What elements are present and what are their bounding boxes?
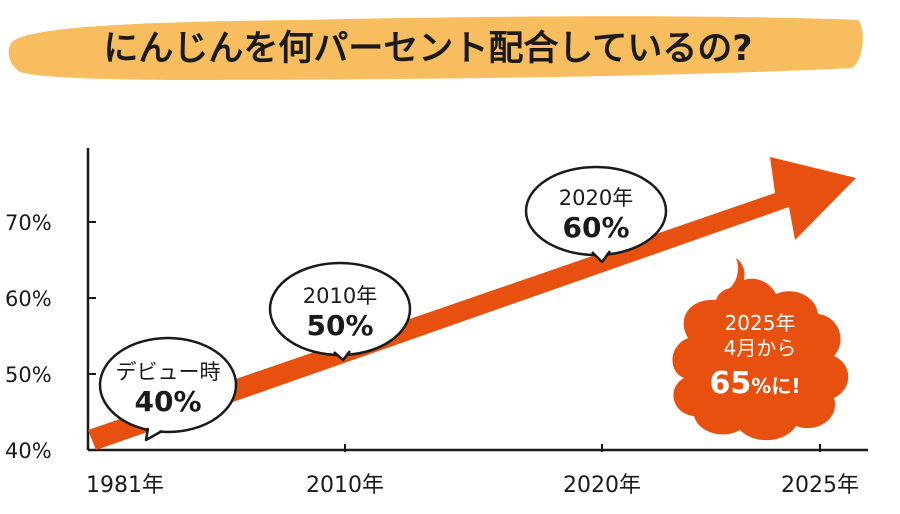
callout-line2: 4月から: [724, 336, 797, 360]
y-tick-label: 40%: [5, 439, 52, 463]
x-tick-label: 1981年: [86, 473, 164, 498]
bubble-shape: [98, 336, 238, 434]
bubble-value: 40%: [134, 385, 201, 418]
callout-2025: 2025年 4月から 65%に!: [672, 258, 849, 441]
y-tick-label: 60%: [5, 287, 52, 311]
y-tick-label: 70%: [5, 211, 52, 235]
callout-unit: %に!: [751, 374, 800, 398]
x-tick-label: 2025年: [781, 473, 859, 498]
callout-cloud: [672, 258, 849, 441]
bubble-value: 50%: [306, 309, 373, 342]
bubble-tail: [144, 427, 163, 442]
x-tick-label: 2010年: [306, 473, 384, 498]
chart-title: にんじんを何パーセント配合しているの?: [103, 29, 752, 69]
bubble-value: 60%: [562, 211, 629, 244]
bubble-tail: [591, 250, 612, 264]
y-tick-label: 50%: [5, 363, 52, 387]
trend-arrow: [88, 157, 856, 450]
bubble-label: デビュー時: [116, 360, 221, 384]
bubble-label: 2020年: [559, 186, 633, 210]
callout-line1: 2025年: [725, 311, 796, 335]
bubble-label: 2010年: [303, 284, 377, 308]
callout-value: 65: [710, 366, 752, 401]
bubble-tail: [333, 350, 351, 362]
title-highlight: [8, 16, 863, 80]
x-tick-label: 2020年: [563, 473, 641, 498]
svg-text:65%に!: 65%に!: [710, 366, 801, 401]
